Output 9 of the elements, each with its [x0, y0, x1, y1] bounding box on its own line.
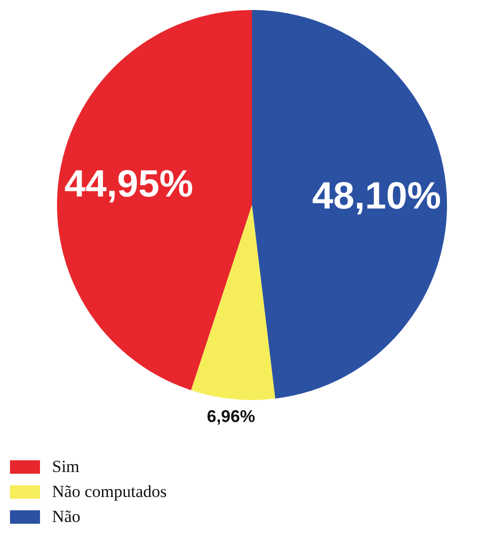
- data-label: 48,10%: [312, 176, 442, 218]
- data-label: 44,95%: [64, 163, 194, 206]
- pie-slice: [57, 10, 252, 390]
- pie-slice: [191, 205, 276, 400]
- data-label: 6,96%: [206, 406, 256, 426]
- legend-label: Não: [52, 507, 80, 526]
- legend-label: Não computados: [52, 482, 167, 501]
- legend-label: Sim: [52, 457, 80, 476]
- pie-slice: [252, 10, 447, 399]
